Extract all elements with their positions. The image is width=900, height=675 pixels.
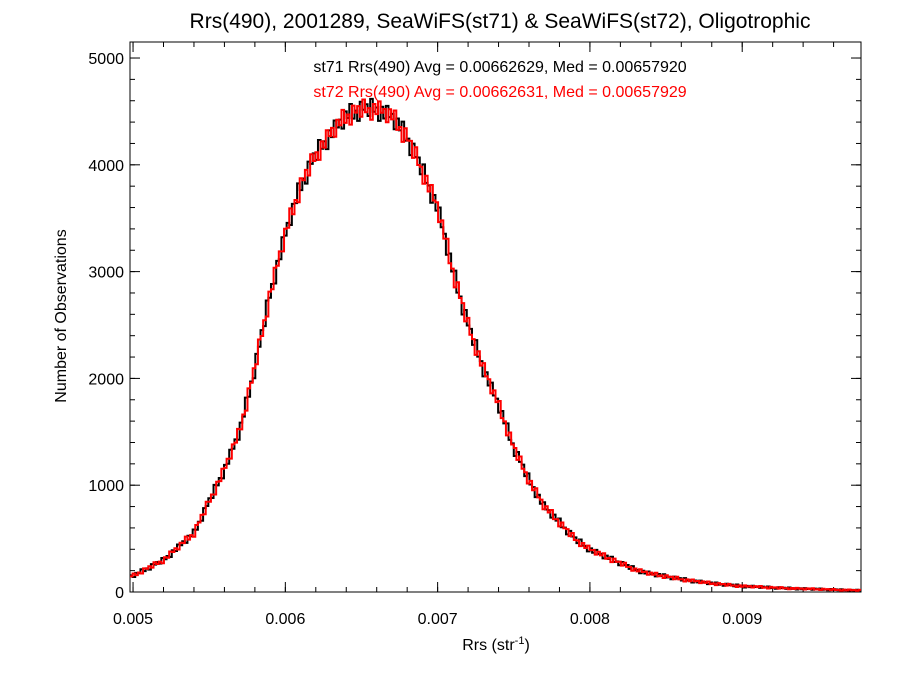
y-tick-label: 5000	[88, 51, 124, 68]
annotation-st72: st72 Rrs(490) Avg = 0.00662631, Med = 0.…	[313, 84, 686, 101]
x-axis-label-end: )	[524, 637, 529, 654]
annotation-st71: st71 Rrs(490) Avg = 0.00662629, Med = 0.…	[313, 59, 686, 76]
histogram-series-line	[130, 98, 861, 592]
x-tick-label: 0.008	[570, 611, 610, 628]
y-tick-label: 3000	[88, 265, 124, 282]
chart-title: Rrs(490), 2001289, SeaWiFS(st71) & SeaWi…	[190, 10, 811, 33]
x-tick-label: 0.009	[722, 611, 762, 628]
y-axis: 0 1000 2000 3000 4000 5000	[88, 51, 861, 602]
y-tick-label: 2000	[88, 371, 124, 388]
x-axis-label-superscript: -1	[515, 635, 525, 647]
x-axis-label-main: Rrs (str	[462, 637, 515, 654]
y-tick-label: 1000	[88, 478, 124, 495]
x-axis-label: Rrs (str-1)	[462, 635, 530, 654]
series-group	[130, 97, 861, 592]
y-tick-label: 0	[115, 585, 124, 602]
y-tick-label: 4000	[88, 158, 124, 175]
x-tick-label: 0.006	[265, 611, 305, 628]
y-axis-label: Number of Observations	[53, 229, 70, 402]
histogram-series-line	[130, 97, 861, 592]
plot-frame	[129, 41, 862, 593]
x-tick-label: 0.007	[418, 611, 458, 628]
x-axis: 0.005 0.006 0.007 0.008 0.009	[113, 42, 835, 628]
x-tick-label: 0.005	[113, 611, 153, 628]
